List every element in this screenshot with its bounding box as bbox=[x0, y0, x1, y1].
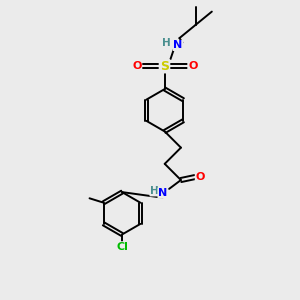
Text: N: N bbox=[158, 188, 167, 198]
Text: O: O bbox=[195, 172, 205, 182]
Text: O: O bbox=[188, 61, 197, 71]
Text: Cl: Cl bbox=[116, 242, 128, 252]
Text: H: H bbox=[162, 38, 171, 48]
Text: O: O bbox=[132, 61, 141, 71]
Text: S: S bbox=[160, 60, 169, 73]
Text: H: H bbox=[150, 186, 159, 196]
Text: N: N bbox=[173, 40, 183, 50]
